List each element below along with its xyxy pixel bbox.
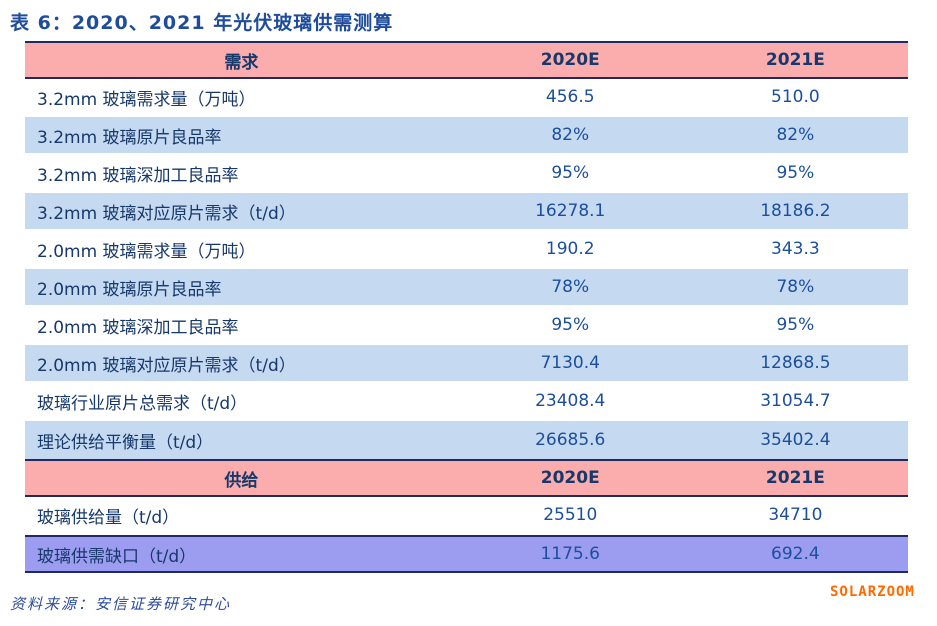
row-label: 理论供给平衡量（t/d）: [37, 432, 214, 453]
row-label: 2.0mm 玻璃原片良品率: [37, 279, 222, 300]
column-header-2021e: 2021E: [765, 468, 825, 488]
row-value-2020: 95%: [551, 315, 590, 335]
row-value-2021: 35402.4: [760, 430, 831, 450]
row-value-2020: 26685.6: [535, 430, 606, 450]
table-row: 3.2mm 玻璃对应原片需求（t/d） 16278.1 18186.2: [25, 193, 908, 231]
row-value-2020: 7130.4: [540, 353, 600, 373]
row-value-2021: 692.4: [771, 544, 820, 564]
row-value-2020: 95%: [551, 163, 590, 183]
supply-demand-table: 需求 2020E 2021E 3.2mm 玻璃需求量（万吨） 456.5 510…: [25, 41, 908, 573]
row-value-2020: 23408.4: [535, 391, 606, 411]
row-label: 3.2mm 玻璃原片良品率: [37, 127, 222, 148]
column-header-2021e: 2021E: [765, 50, 825, 70]
table-row-gap-highlight: 玻璃供需缺口（t/d） 1175.6 692.4: [25, 535, 908, 573]
table-row: 玻璃供给量（t/d） 25510 34710: [25, 497, 908, 535]
row-value-2020: 82%: [551, 125, 590, 145]
table-row: 玻璃行业原片总需求（t/d） 23408.4 31054.7: [25, 383, 908, 421]
column-header-2020e: 2020E: [540, 50, 600, 70]
section-header-label: 需求: [224, 52, 259, 73]
table-row: 2.0mm 玻璃深加工良品率 95% 95%: [25, 307, 908, 345]
table-row: 理论供给平衡量（t/d） 26685.6 35402.4: [25, 421, 908, 459]
table-row: 2.0mm 玻璃需求量（万吨） 190.2 343.3: [25, 231, 908, 269]
row-value-2021: 510.0: [771, 87, 820, 107]
column-header-2020e: 2020E: [540, 468, 600, 488]
row-value-2021: 34710: [768, 505, 823, 525]
row-value-2020: 1175.6: [540, 544, 600, 564]
row-value-2021: 31054.7: [760, 391, 831, 411]
row-label: 2.0mm 玻璃深加工良品率: [37, 317, 239, 338]
table-row: 2.0mm 玻璃对应原片需求（t/d） 7130.4 12868.5: [25, 345, 908, 383]
table-row: 3.2mm 玻璃深加工良品率 95% 95%: [25, 155, 908, 193]
row-label: 2.0mm 玻璃对应原片需求（t/d）: [37, 355, 296, 376]
table-row: 2.0mm 玻璃原片良品率 78% 78%: [25, 269, 908, 307]
row-value-2021: 82%: [776, 125, 815, 145]
row-label: 玻璃供需缺口（t/d）: [37, 546, 197, 567]
table-row: 3.2mm 玻璃需求量（万吨） 456.5 510.0: [25, 79, 908, 117]
row-label: 3.2mm 玻璃深加工良品率: [37, 165, 239, 186]
row-value-2021: 12868.5: [760, 353, 831, 373]
row-label: 2.0mm 玻璃需求量（万吨）: [37, 241, 256, 262]
row-label: 玻璃供给量（t/d）: [37, 507, 180, 528]
row-value-2021: 78%: [776, 277, 815, 297]
row-value-2021: 18186.2: [760, 201, 831, 221]
row-value-2021: 95%: [776, 163, 815, 183]
solarzoom-watermark: SOLARZOOM: [830, 584, 915, 600]
table-section-header-supply: 供给 2020E 2021E: [25, 459, 908, 497]
row-value-2021: 95%: [776, 315, 815, 335]
table-row: 3.2mm 玻璃原片良品率 82% 82%: [25, 117, 908, 155]
section-header-label: 供给: [224, 470, 259, 491]
row-label: 玻璃行业原片总需求（t/d）: [37, 393, 248, 414]
row-value-2020: 16278.1: [535, 201, 606, 221]
table-section-header-demand: 需求 2020E 2021E: [25, 41, 908, 79]
row-value-2020: 25510: [543, 505, 598, 525]
data-source-note: 资料来源：安信证券研究中心: [10, 595, 232, 613]
page-title: 表 6：2020、2021 年光伏玻璃供需测算: [10, 12, 394, 34]
row-label: 3.2mm 玻璃对应原片需求（t/d）: [37, 203, 296, 224]
row-value-2020: 456.5: [545, 87, 595, 107]
row-value-2020: 190.2: [545, 239, 595, 259]
row-value-2020: 78%: [551, 277, 590, 297]
row-value-2021: 343.3: [771, 239, 820, 259]
row-label: 3.2mm 玻璃需求量（万吨）: [37, 89, 256, 110]
